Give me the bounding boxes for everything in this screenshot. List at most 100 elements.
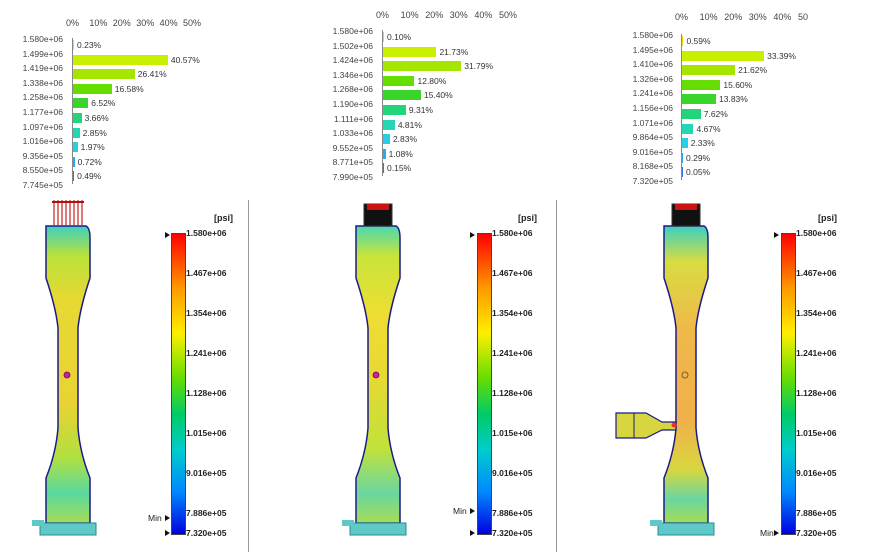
axis-tick-label: 30% xyxy=(748,12,767,22)
panel-divider xyxy=(248,200,249,552)
bar-percent-label: 26.41% xyxy=(137,69,167,80)
axis-tick-label: 0% xyxy=(376,10,390,20)
colorbar-label: 9.016e+05 xyxy=(796,468,837,478)
colorbar-label: 9.016e+05 xyxy=(492,468,533,478)
min-marker-icon xyxy=(774,530,779,536)
bar-percent-label: 0.05% xyxy=(686,167,711,178)
colorbar-label: 1.241e+06 xyxy=(492,348,533,358)
bar-percent-label: 33.39% xyxy=(767,50,796,61)
histogram-bar xyxy=(73,40,74,50)
histogram-bar xyxy=(383,75,415,86)
axis-tick-label: 50% xyxy=(499,10,518,20)
bin-edge-label: 1.177e+06 xyxy=(22,107,63,117)
bin-edge-label: 8.771e+05 xyxy=(332,157,373,168)
axis-tick-label: 20% xyxy=(112,18,131,28)
bin-edge-label: 1.326e+06 xyxy=(632,73,673,84)
axis-tick-label: 40% xyxy=(773,12,792,22)
unit-label: [psi] xyxy=(518,213,537,223)
histogram-bar xyxy=(73,127,80,138)
color-bar xyxy=(171,233,186,535)
bin-edge-label: 1.016e+06 xyxy=(22,136,63,147)
bin-edge-label: 8.168e+05 xyxy=(632,161,673,172)
axis-tick-label: 10% xyxy=(699,12,718,22)
histogram: 0% 10% 20% 30% 40% 50% 1.580e+06 1.502e+06 1.424… xyxy=(310,0,600,200)
bin-edge-label: 1.071e+06 xyxy=(632,117,673,128)
max-marker-icon xyxy=(165,232,170,238)
axis-tick-label: 30% xyxy=(136,18,155,28)
colorbar-label: 1.241e+06 xyxy=(796,348,837,358)
bar-percent-label: 2.33% xyxy=(690,138,715,149)
axis-tick-label: 50 xyxy=(798,12,809,22)
histogram-bar xyxy=(73,54,168,65)
min-label: Min xyxy=(148,513,162,523)
min-label: Min xyxy=(453,506,467,516)
panel-3: 0% 10% 20% 30% 40% 50 1.580e+06 1.495e+06 1.410e… xyxy=(610,0,871,552)
histogram-bar xyxy=(682,65,736,76)
histogram-bar xyxy=(383,105,406,115)
histogram-bar xyxy=(682,123,694,134)
colorbar-label: 7.320e+05 xyxy=(796,528,837,538)
axis-tick-label: 20% xyxy=(724,12,743,22)
histogram-bar xyxy=(682,50,765,61)
histogram-bar xyxy=(383,148,386,159)
histogram: 0% 10% 20% 30% 40% 50% 1.580e+06 1.499e+06 1.419… xyxy=(0,0,290,200)
histogram-bar xyxy=(73,69,135,80)
bin-edge-label: 1.258e+06 xyxy=(22,92,63,103)
bar-percent-label: 0.23% xyxy=(77,40,102,50)
bar-percent-label: 9.31% xyxy=(408,105,433,115)
bar-percent-label: 1.08% xyxy=(388,148,413,159)
histogram-bar xyxy=(682,138,688,149)
colorbar-label: 1.015e+06 xyxy=(186,427,227,438)
axis-tick-label: 0% xyxy=(675,12,689,22)
histogram-bar xyxy=(682,109,701,119)
colorbar-label: 1.580e+06 xyxy=(796,228,837,238)
bar-percent-label: 0.72% xyxy=(77,156,102,167)
color-bar xyxy=(477,233,492,535)
bar-percent-label: 2.83% xyxy=(392,134,418,145)
bin-edge-label: 1.502e+06 xyxy=(332,40,373,51)
bottom-marker-icon xyxy=(165,530,170,536)
unit-label: [psi] xyxy=(214,213,233,223)
bin-edge-label: 9.356e+05 xyxy=(22,150,63,161)
axis-tick-label: 40% xyxy=(159,18,178,28)
bin-edge-label: 1.499e+06 xyxy=(22,48,63,59)
axis-tick-label: 20% xyxy=(425,10,444,20)
bin-edge-label: 1.097e+06 xyxy=(22,121,63,132)
bin-edge-label: 8.550e+05 xyxy=(22,165,63,176)
bin-edge-label: 9.864e+05 xyxy=(632,132,673,143)
colorbar-label: 1.015e+06 xyxy=(796,427,837,438)
bar-percent-label: 16.58% xyxy=(114,83,144,94)
bin-edge-label: 1.580e+06 xyxy=(22,34,63,44)
bar-percent-label: 1.97% xyxy=(80,142,105,153)
max-marker-icon xyxy=(470,232,475,238)
colorbar-label: 7.886e+05 xyxy=(492,507,533,518)
axis-tick-label: 10% xyxy=(89,18,108,28)
colorbar-label: 1.128e+06 xyxy=(186,387,227,398)
histogram-bar xyxy=(73,171,75,182)
bar-percent-label: 0.15% xyxy=(387,163,412,174)
axis-tick-label: 0% xyxy=(66,18,80,28)
bin-edge-label: 9.552e+05 xyxy=(332,142,373,153)
bar-percent-label: 0.59% xyxy=(686,36,711,46)
bin-edge-label: 1.190e+06 xyxy=(332,99,373,109)
histogram-bar xyxy=(383,61,462,72)
bin-edge-label: 1.346e+06 xyxy=(332,69,373,80)
bar-percent-label: 31.79% xyxy=(464,61,494,72)
min-marker-icon xyxy=(165,515,170,521)
bottom-marker-icon xyxy=(470,530,475,536)
color-bar xyxy=(781,233,796,535)
histogram-bar xyxy=(682,94,717,105)
axis-tick-label: 40% xyxy=(474,10,493,20)
bin-edge-label: 1.338e+06 xyxy=(22,77,63,88)
colorbar-label: 1.128e+06 xyxy=(796,387,837,398)
bin-edge-label: 7.320e+05 xyxy=(632,176,673,186)
bar-percent-label: 15.40% xyxy=(423,90,453,101)
bar-percent-label: 6.52% xyxy=(91,98,116,109)
histogram-axis xyxy=(382,30,383,176)
colorbar-label: 9.016e+05 xyxy=(186,468,227,478)
bin-edge-label: 1.111e+06 xyxy=(333,113,373,124)
unit-label: [psi] xyxy=(818,213,837,223)
histogram-bar xyxy=(383,32,384,42)
bin-edge-label: 1.033e+06 xyxy=(332,128,373,139)
colorbar-label: 1.467e+06 xyxy=(492,267,533,278)
